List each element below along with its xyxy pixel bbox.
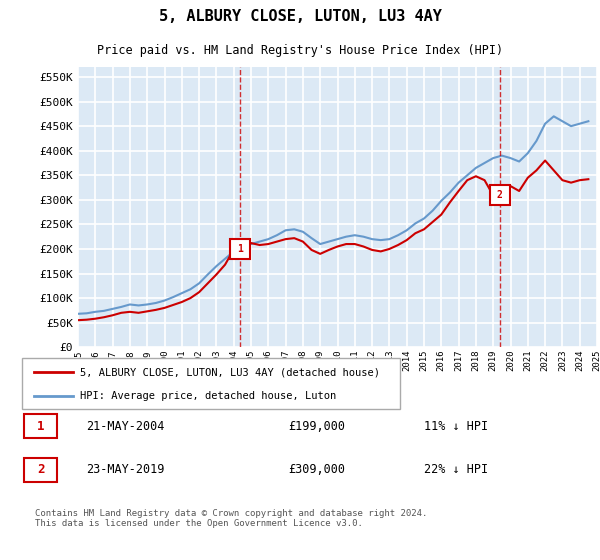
Text: 21-MAY-2004: 21-MAY-2004 xyxy=(86,419,164,432)
Text: 1: 1 xyxy=(238,245,243,254)
Text: 11% ↓ HPI: 11% ↓ HPI xyxy=(424,419,488,432)
Text: £199,000: £199,000 xyxy=(289,419,346,432)
Text: 5, ALBURY CLOSE, LUTON, LU3 4AY (detached house): 5, ALBURY CLOSE, LUTON, LU3 4AY (detache… xyxy=(80,367,380,377)
Text: 23-MAY-2019: 23-MAY-2019 xyxy=(86,464,164,477)
Text: Contains HM Land Registry data © Crown copyright and database right 2024.
This d: Contains HM Land Registry data © Crown c… xyxy=(35,509,427,529)
Text: 2: 2 xyxy=(37,464,44,477)
Text: 1: 1 xyxy=(37,419,44,432)
Text: 5, ALBURY CLOSE, LUTON, LU3 4AY: 5, ALBURY CLOSE, LUTON, LU3 4AY xyxy=(158,10,442,24)
Text: 22% ↓ HPI: 22% ↓ HPI xyxy=(424,464,488,477)
FancyBboxPatch shape xyxy=(23,458,58,482)
Text: 2: 2 xyxy=(497,190,503,200)
Text: £309,000: £309,000 xyxy=(289,464,346,477)
Text: HPI: Average price, detached house, Luton: HPI: Average price, detached house, Luto… xyxy=(80,391,337,401)
FancyBboxPatch shape xyxy=(23,414,58,438)
Text: Price paid vs. HM Land Registry's House Price Index (HPI): Price paid vs. HM Land Registry's House … xyxy=(97,44,503,57)
FancyBboxPatch shape xyxy=(22,358,400,409)
